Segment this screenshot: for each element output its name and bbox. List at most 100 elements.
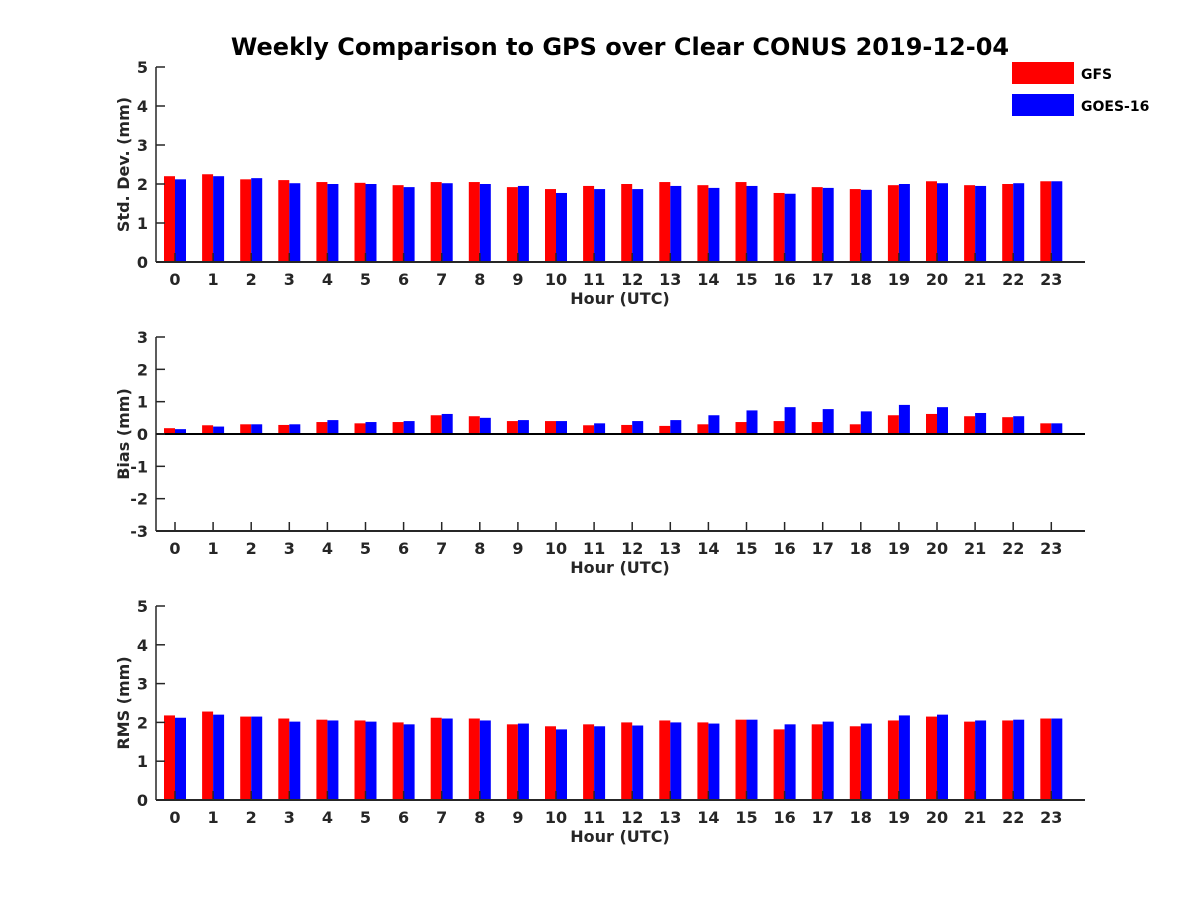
x-tick-label-rms-17: 17	[812, 808, 834, 827]
y-tick-label-std-dev-2: 2	[137, 175, 148, 194]
x-tick-label-std-dev-22: 22	[1002, 270, 1024, 289]
legend-swatch-goes16	[1012, 94, 1074, 116]
bar-bias-gfs-hour-8	[468, 416, 480, 434]
x-tick-label-bias-12: 12	[621, 539, 643, 558]
bar-std-dev-gfs-hour-8	[468, 182, 480, 262]
x-tick-label-std-dev-21: 21	[964, 270, 986, 289]
bar-rms-goes16-hour-19	[898, 715, 910, 800]
x-tick-label-rms-13: 13	[659, 808, 681, 827]
bar-std-dev-goes16-hour-15	[746, 185, 758, 262]
y-tick-label-std-dev-5: 5	[137, 58, 148, 77]
bar-rms-goes16-hour-8	[479, 720, 491, 800]
bar-rms-goes16-hour-6	[403, 724, 415, 800]
x-tick-label-std-dev-17: 17	[812, 270, 834, 289]
bar-std-dev-goes16-hour-23	[1051, 181, 1063, 262]
bar-std-dev-goes16-hour-14	[708, 187, 720, 262]
x-tick-label-bias-11: 11	[583, 539, 605, 558]
y-tick-label-std-dev-4: 4	[137, 97, 148, 116]
bar-std-dev-gfs-hour-21	[964, 185, 976, 262]
x-tick-label-bias-20: 20	[926, 539, 948, 558]
bar-bias-goes16-hour-15	[746, 410, 758, 434]
bar-rms-gfs-hour-12	[621, 722, 633, 800]
legend-label-goes16: GOES-16	[1081, 99, 1149, 115]
bar-std-dev-gfs-hour-1	[202, 174, 214, 262]
chart-title: Weekly Comparison to GPS over Clear CONU…	[231, 33, 1009, 61]
bar-bias-gfs-hour-19	[887, 415, 899, 434]
x-tick-label-std-dev-7: 7	[436, 270, 447, 289]
x-axis-label-rms: Hour (UTC)	[570, 827, 670, 846]
bar-bias-goes16-hour-7	[441, 413, 453, 434]
bar-rms-goes16-hour-2	[251, 716, 263, 800]
legend-swatch-gfs	[1012, 62, 1074, 84]
bar-std-dev-gfs-hour-15	[735, 182, 747, 262]
bar-rms-goes16-hour-0	[175, 717, 186, 800]
bar-rms-gfs-hour-1	[202, 711, 214, 800]
bar-rms-gfs-hour-8	[468, 718, 480, 800]
bar-rms-goes16-hour-14	[708, 723, 720, 800]
bar-std-dev-goes16-hour-21	[975, 185, 987, 262]
bar-std-dev-gfs-hour-3	[278, 180, 290, 262]
bar-rms-goes16-hour-17	[822, 721, 834, 800]
x-tick-label-bias-6: 6	[398, 539, 409, 558]
y-tick-label-bias-3: 3	[137, 328, 148, 347]
bar-rms-goes16-hour-21	[975, 720, 987, 800]
bar-bias-gfs-hour-5	[354, 423, 366, 434]
x-tick-label-rms-10: 10	[545, 808, 567, 827]
bar-std-dev-goes16-hour-19	[898, 184, 910, 262]
bar-std-dev-gfs-hour-12	[621, 184, 633, 262]
bar-bias-gfs-hour-21	[964, 416, 976, 434]
x-tick-label-std-dev-14: 14	[697, 270, 719, 289]
x-tick-label-rms-4: 4	[322, 808, 333, 827]
bar-std-dev-gfs-hour-19	[887, 185, 899, 262]
y-tick-label-std-dev-0: 0	[137, 253, 148, 272]
y-tick-label-bias--1: -1	[130, 457, 148, 476]
bar-std-dev-gfs-hour-2	[240, 179, 252, 262]
bar-std-dev-goes16-hour-6	[403, 187, 415, 262]
bar-std-dev-gfs-hour-10	[545, 189, 556, 262]
bar-rms-goes16-hour-20	[937, 714, 948, 800]
x-tick-label-std-dev-23: 23	[1040, 270, 1062, 289]
bar-rms-goes16-hour-5	[365, 721, 377, 800]
bar-rms-gfs-hour-0	[164, 715, 175, 800]
x-tick-label-rms-11: 11	[583, 808, 605, 827]
x-tick-label-rms-15: 15	[735, 808, 757, 827]
x-tick-label-bias-2: 2	[246, 539, 257, 558]
bar-bias-goes16-hour-20	[937, 407, 948, 434]
bar-bias-goes16-hour-4	[327, 420, 339, 434]
y-tick-label-rms-0: 0	[137, 791, 148, 810]
y-tick-label-rms-4: 4	[137, 636, 148, 655]
bar-std-dev-goes16-hour-3	[289, 183, 301, 262]
bar-rms-goes16-hour-23	[1051, 718, 1063, 800]
bar-bias-goes16-hour-14	[708, 415, 720, 434]
x-tick-label-std-dev-19: 19	[888, 270, 910, 289]
x-tick-label-std-dev-5: 5	[360, 270, 371, 289]
bar-rms-gfs-hour-21	[964, 721, 976, 800]
x-tick-label-rms-23: 23	[1040, 808, 1062, 827]
x-tick-label-rms-3: 3	[284, 808, 295, 827]
bar-rms-goes16-hour-9	[517, 723, 529, 800]
x-tick-label-rms-21: 21	[964, 808, 986, 827]
bar-bias-goes16-hour-18	[860, 411, 872, 434]
bar-std-dev-gfs-hour-4	[316, 182, 328, 262]
bar-std-dev-goes16-hour-8	[479, 184, 491, 262]
bar-bias-goes16-hour-16	[784, 407, 796, 434]
bar-rms-goes16-hour-10	[556, 729, 567, 800]
legend-label-gfs: GFS	[1081, 67, 1112, 83]
y-tick-label-bias--2: -2	[130, 490, 148, 509]
bar-std-dev-gfs-hour-20	[926, 181, 937, 262]
bar-bias-goes16-hour-19	[898, 404, 910, 434]
bar-std-dev-goes16-hour-0	[175, 179, 186, 262]
x-tick-label-bias-15: 15	[735, 539, 757, 558]
bar-rms-goes16-hour-13	[670, 722, 682, 800]
bar-std-dev-gfs-hour-9	[506, 187, 518, 262]
bar-bias-goes16-hour-22	[1013, 416, 1025, 434]
y-tick-label-bias-1: 1	[137, 393, 148, 412]
bar-rms-goes16-hour-4	[327, 720, 339, 800]
y-tick-label-rms-1: 1	[137, 752, 148, 771]
bar-rms-goes16-hour-16	[784, 724, 796, 800]
bar-bias-goes16-hour-12	[632, 421, 644, 434]
bar-rms-gfs-hour-22	[1002, 720, 1014, 800]
